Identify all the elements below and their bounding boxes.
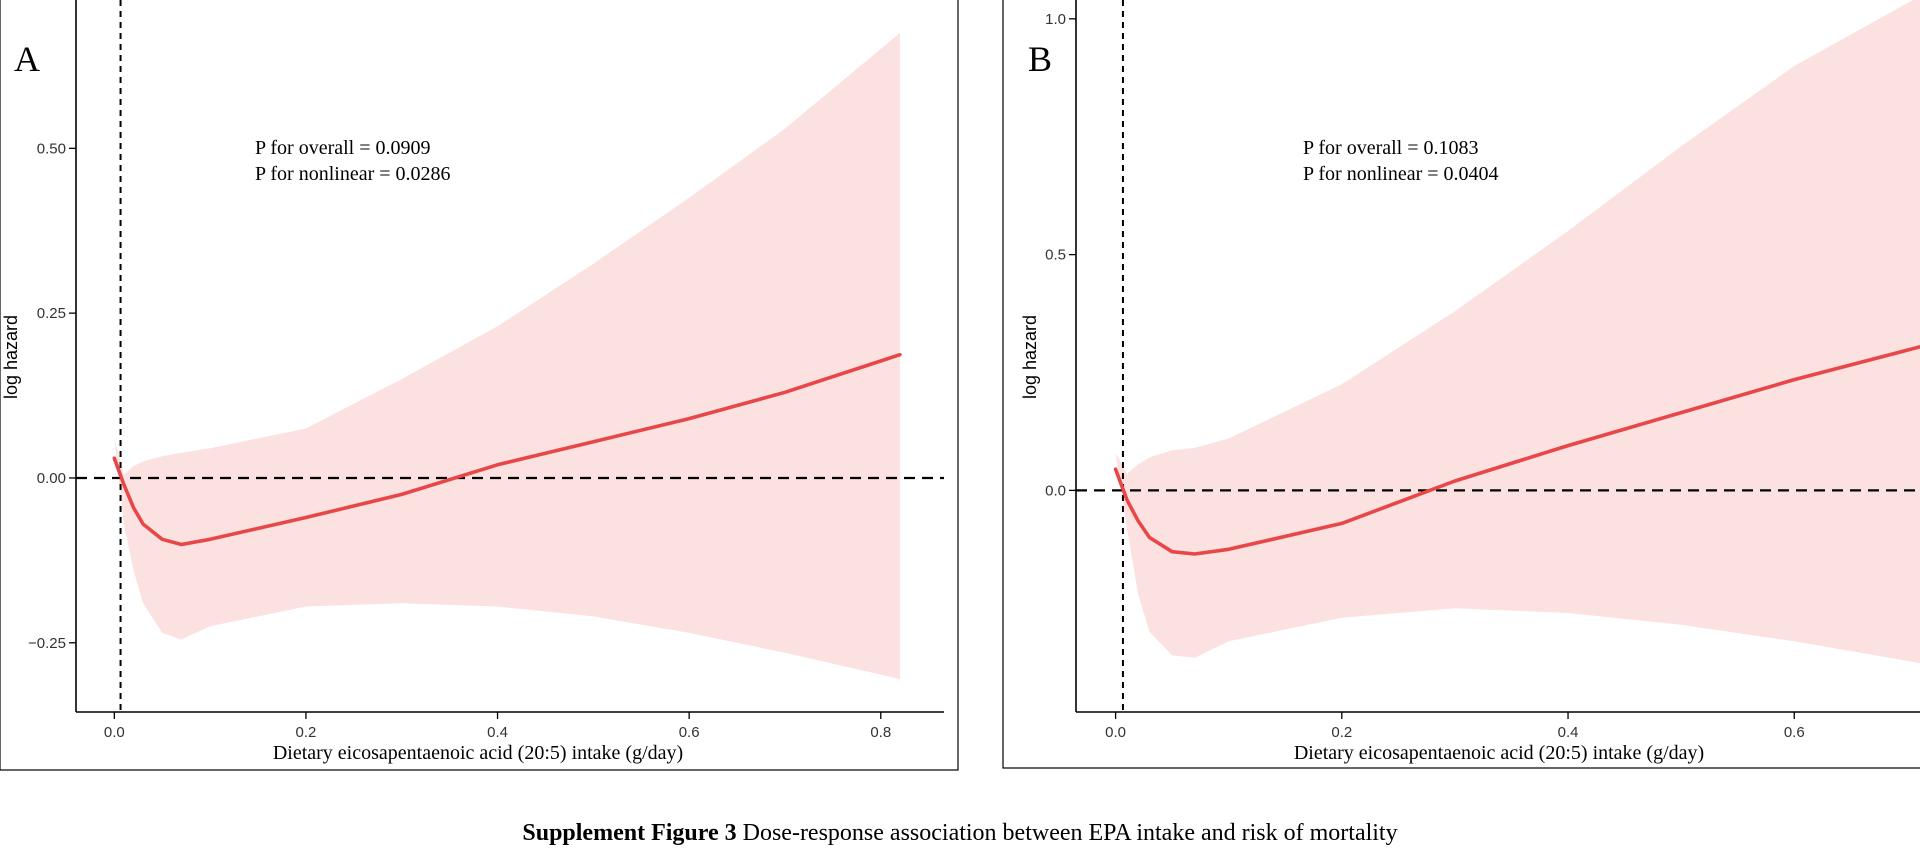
panel-b-x-axis-label: Dietary eicosapentaenoic acid (20:5) int… [1294,742,1704,764]
panel-b: 0.0 0.2 0.4 0.6 0.0 0.5 1.0 B P for overall = … [1002,0,1920,769]
panel-b-p-nonlinear: P for nonlinear = 0.0404 [1303,163,1499,185]
panel-a-y-tick-label: 0.00 [37,470,66,487]
panel-a-x-tick-label: 0.4 [487,724,508,741]
panel-a-y-tick-label: 0.25 [37,305,66,322]
panel-b-y-tick-label: 1.0 [1045,11,1066,28]
panel-a-x-axis-label: Dietary eicosapentaenoic acid (20:5) int… [273,742,683,764]
caption-label: Supplement Figure 3 [522,820,737,846]
caption-text: Dose-response association between EPA in… [742,820,1398,846]
panel-b-y-tick-label: 0.0 [1045,482,1066,499]
panel-b-y-axis-label: log hazard [1020,315,1040,399]
panel-a: 0.0 0.2 0.4 0.6 0.8 −0.25 0.00 0.25 0.50 A P for… [0,0,959,771]
panel-a-x-tick-label: 0.8 [870,724,891,741]
panel-a-fitted-line [112,352,902,547]
panel-b-x-tick-label: 0.4 [1558,724,1579,741]
panel-b-x-tick-label: 0.2 [1331,724,1352,741]
panel-a-p-overall: P for overall = 0.0909 [255,137,431,159]
panel-a-y-tick-label: 0.50 [37,140,66,157]
panel-a-plot: 0.0 0.2 0.4 0.6 0.8 −0.25 0.00 0.25 0.50 [28,0,944,741]
panel-a-label: A [14,39,40,79]
panel-b-y-tick-label: 0.5 [1045,247,1066,264]
panel-b-plot: 0.0 0.2 0.4 0.6 0.0 0.5 1.0 [1045,0,1920,741]
panel-a-y-axis-label: log hazard [1,315,21,399]
panel-b-fitted-line [1113,344,1920,556]
panel-a-x-tick-label: 0.2 [296,724,317,741]
panel-b-x-tick-label: 0.6 [1784,724,1805,741]
panel-a-x-tick-label: 0.0 [104,724,125,741]
panel-b-p-overall: P for overall = 0.1083 [1303,137,1479,159]
panel-b-x-tick-label: 0.0 [1105,724,1126,741]
panel-a-p-nonlinear: P for nonlinear = 0.0286 [255,163,451,185]
panel-a-confidence-band [114,33,900,679]
panel-a-y-tick-label: −0.25 [28,635,66,652]
panel-b-label: B [1028,39,1052,79]
panel-b-border [1002,0,1920,769]
panel-a-border [0,0,959,771]
panel-b-confidence-band [1115,0,1920,664]
figure-caption: Supplement Figure 3 Dose-response associ… [0,820,1920,847]
panel-a-x-tick-label: 0.6 [679,724,700,741]
